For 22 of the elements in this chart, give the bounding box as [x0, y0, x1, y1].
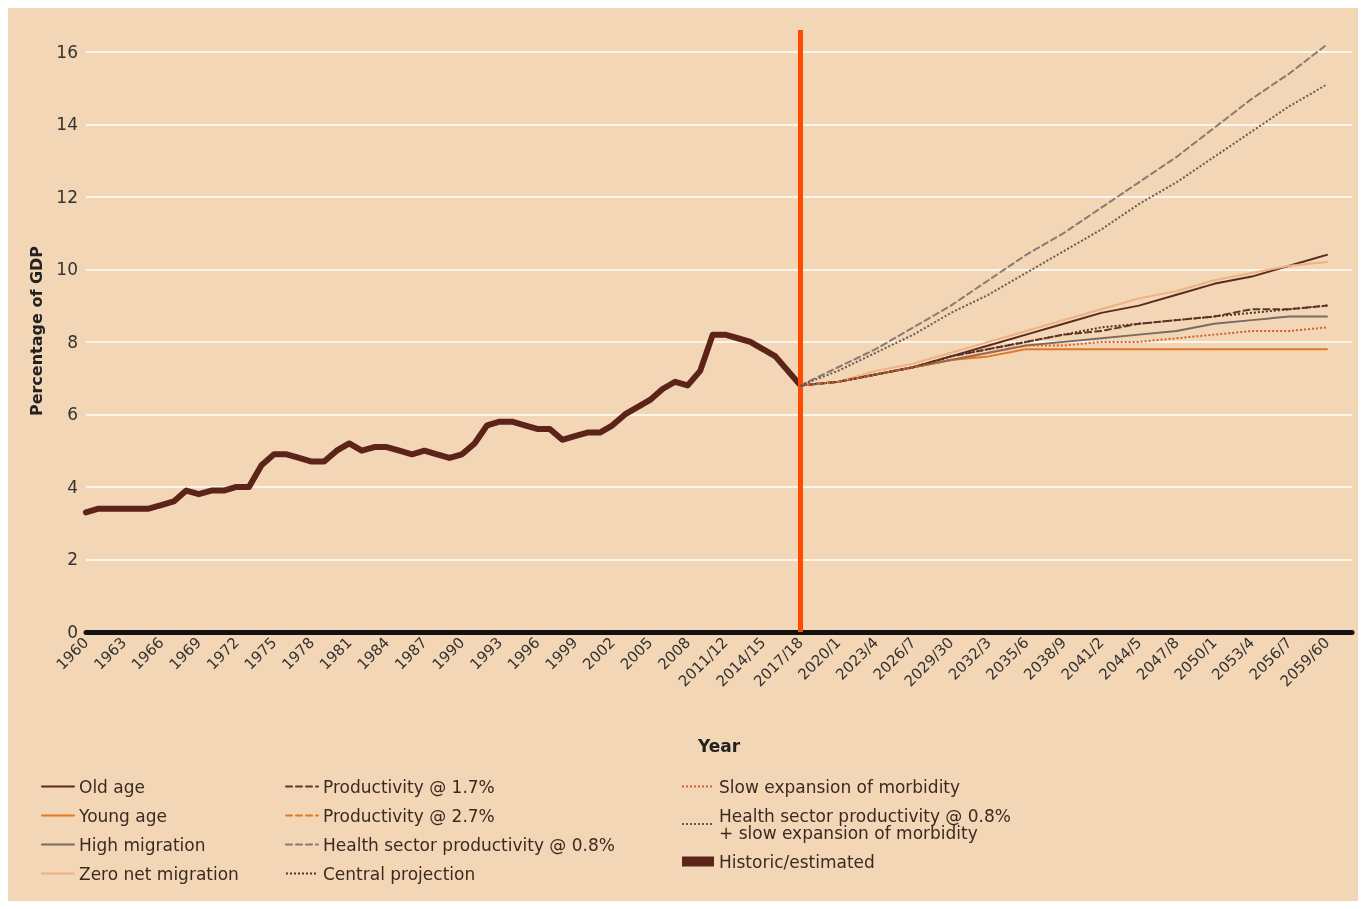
legend-label: High migration: [79, 834, 206, 855]
y-tick-label: 14: [56, 114, 78, 135]
y-tick-label: 8: [67, 331, 78, 352]
y-tick-label: 16: [56, 41, 78, 62]
legend-label: Zero net migration: [79, 863, 239, 884]
y-axis-title: Percentage of GDP: [26, 245, 46, 417]
legend-label: Central projection: [323, 863, 476, 884]
legend-label: Health sector productivity @ 0.8% + slow expansion of morbidity: [719, 805, 1011, 843]
legend-label: Health sector productivity @ 0.8%: [323, 834, 615, 855]
legend-label: Young age: [78, 805, 167, 826]
legend-label: Old age: [79, 776, 145, 797]
legend-label: Productivity @ 1.7%: [323, 776, 495, 797]
y-tick-label: 10: [56, 259, 78, 280]
legend-label: Slow expansion of morbidity: [719, 776, 961, 797]
y-tick-label: 12: [56, 186, 78, 207]
y-tick-label: 4: [67, 476, 78, 497]
y-tick-label: 0: [67, 622, 78, 642]
legend-label: Historic/estimated: [719, 851, 875, 872]
x-axis-title: Year: [696, 735, 741, 756]
legend-label: Productivity @ 2.7%: [323, 805, 495, 826]
y-tick-label: 6: [67, 404, 78, 425]
y-tick-label: 2: [67, 549, 78, 570]
